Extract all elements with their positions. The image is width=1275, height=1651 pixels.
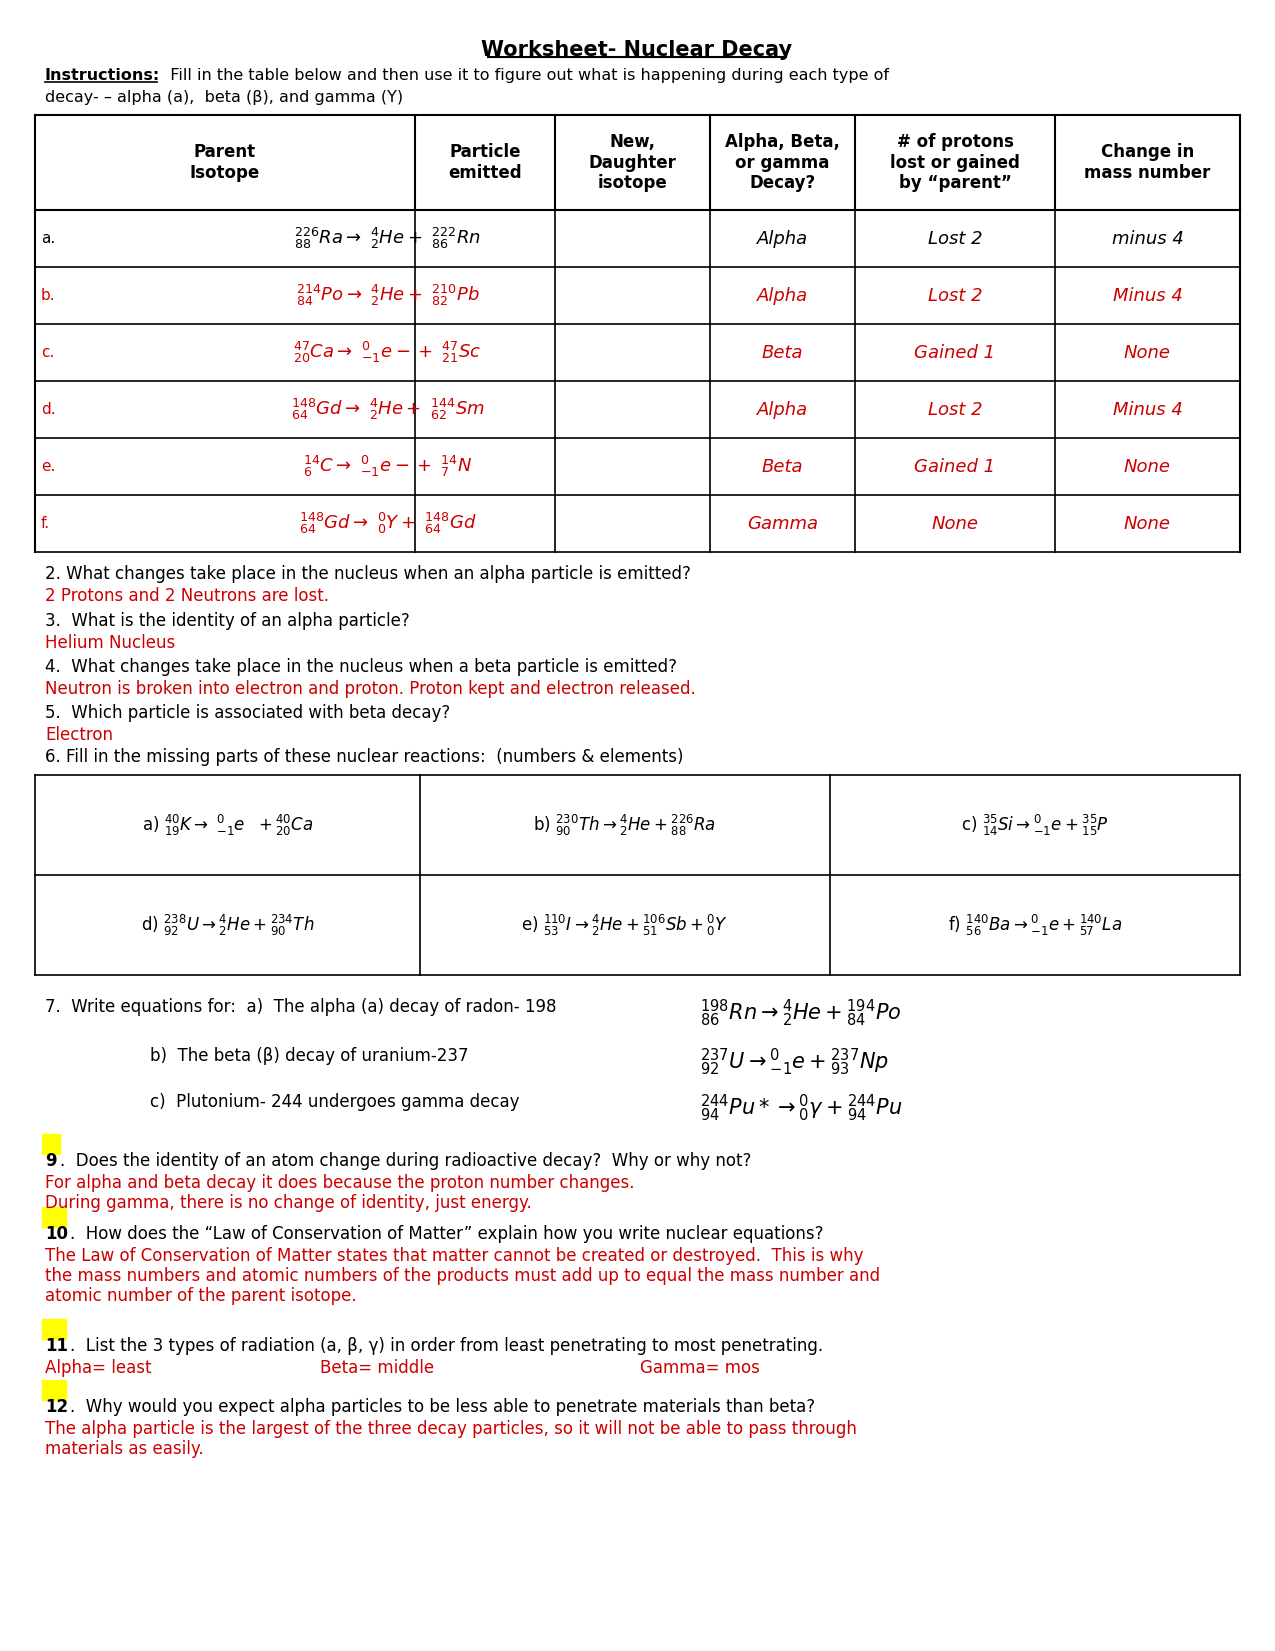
Text: b.: b. [41,287,56,304]
Text: For alpha and beta decay it does because the proton number changes.: For alpha and beta decay it does because… [45,1174,635,1192]
Text: Beta= middle: Beta= middle [320,1359,434,1377]
Text: e.: e. [41,459,55,474]
Text: 7.  Write equations for:  a)  The alpha (a) decay of radon- 198: 7. Write equations for: a) The alpha (a)… [45,997,556,1015]
Text: Beta: Beta [761,457,803,475]
Text: c) $^{35}_{14}Si \rightarrow ^{0}_{-1}e + ^{35}_{15}P$: c) $^{35}_{14}Si \rightarrow ^{0}_{-1}e … [961,812,1109,837]
Text: 4.  What changes take place in the nucleus when a beta particle is emitted?: 4. What changes take place in the nucleu… [45,659,677,675]
Text: 5.  Which particle is associated with beta decay?: 5. Which particle is associated with bet… [45,703,450,721]
Text: .  Does the identity of an atom change during radioactive decay?  Why or why not: . Does the identity of an atom change du… [60,1152,751,1171]
Text: Lost 2: Lost 2 [928,229,982,248]
Text: Gained 1: Gained 1 [914,457,996,475]
Text: 10: 10 [45,1225,68,1243]
Text: $^{226}_{88}Ra \rightarrow\ ^{4}_{2}He +\ ^{222}_{86}Rn$: $^{226}_{88}Ra \rightarrow\ ^{4}_{2}He +… [295,226,481,251]
Text: $^{148}_{64}Gd \rightarrow\ ^{0}_{0}Y +\ ^{148}_{64}Gd$: $^{148}_{64}Gd \rightarrow\ ^{0}_{0}Y +\… [298,510,477,537]
Text: Worksheet- Nuclear Decay: Worksheet- Nuclear Decay [482,40,793,59]
Bar [42,1380,66,1400]
Text: 3.  What is the identity of an alpha particle?: 3. What is the identity of an alpha part… [45,613,409,631]
Text: Gained 1: Gained 1 [914,343,996,362]
Text: Electron: Electron [45,726,113,745]
Bar [42,1319,66,1339]
Text: materials as easily.: materials as easily. [45,1440,204,1458]
Text: Lost 2: Lost 2 [928,401,982,418]
Text: None: None [932,515,978,533]
Text: d) $^{238}_{92}U \rightarrow ^{4}_{2}He +^{234}_{90}Th$: d) $^{238}_{92}U \rightarrow ^{4}_{2}He … [140,913,314,938]
Text: .  How does the “Law of Conservation of Matter” explain how you write nuclear eq: . How does the “Law of Conservation of M… [70,1225,824,1243]
Text: Beta: Beta [761,343,803,362]
Text: d.: d. [41,401,56,418]
Text: 11: 11 [45,1337,68,1355]
Text: $^{244}_{94}Pu* \rightarrow ^{0}_{0}\gamma +^{244}_{94}Pu$: $^{244}_{94}Pu* \rightarrow ^{0}_{0}\gam… [700,1093,903,1124]
Text: None: None [1125,515,1170,533]
Text: f) $^{140}_{56}Ba \rightarrow ^{0}_{-1}e+^{140}_{57}La$: f) $^{140}_{56}Ba \rightarrow ^{0}_{-1}e… [947,913,1122,938]
Text: decay- – alpha (a),  beta (β), and gamma (Y): decay- – alpha (a), beta (β), and gamma … [45,91,403,106]
Text: the mass numbers and atomic numbers of the products must add up to equal the mas: the mass numbers and atomic numbers of t… [45,1266,880,1284]
Text: # of protons
lost or gained
by “parent”: # of protons lost or gained by “parent” [890,132,1020,192]
Text: minus 4: minus 4 [1112,229,1183,248]
Text: 2 Protons and 2 Neutrons are lost.: 2 Protons and 2 Neutrons are lost. [45,588,329,604]
Bar [42,1134,60,1154]
Text: None: None [1125,343,1170,362]
Text: a) $^{40}_{19}K \rightarrow\ ^{0}_{-1}e\ \ +^{40}_{20}Ca$: a) $^{40}_{19}K \rightarrow\ ^{0}_{-1}e\… [142,812,314,837]
Text: Gamma: Gamma [747,515,819,533]
Text: Parent
Isotope: Parent Isotope [190,144,260,182]
Text: 6. Fill in the missing parts of these nuclear reactions:  (numbers & elements): 6. Fill in the missing parts of these nu… [45,748,683,766]
Text: 9: 9 [45,1152,56,1171]
Text: a.: a. [41,231,55,246]
Text: $^{198}_{86}Rn \rightarrow ^{4}_{2}He +^{194}_{84}Po$: $^{198}_{86}Rn \rightarrow ^{4}_{2}He +^… [700,997,901,1029]
Text: e) $^{110}_{53}I \rightarrow ^{4}_{2}He+^{106}_{51}Sb+^{0}_{0}Y$: e) $^{110}_{53}I \rightarrow ^{4}_{2}He+… [521,913,728,938]
Text: Neutron is broken into electron and proton. Proton kept and electron released.: Neutron is broken into electron and prot… [45,680,696,698]
Text: Particle
emitted: Particle emitted [449,144,521,182]
Text: .  Why would you expect alpha particles to be less able to penetrate materials t: . Why would you expect alpha particles t… [70,1398,815,1417]
Text: Change in
mass number: Change in mass number [1084,144,1211,182]
Text: During gamma, there is no change of identity, just energy.: During gamma, there is no change of iden… [45,1194,532,1212]
Text: Alpha: Alpha [757,287,808,304]
Text: New,
Daughter
isotope: New, Daughter isotope [589,132,677,192]
Text: Lost 2: Lost 2 [928,287,982,304]
Text: b) $^{230}_{90}Th \rightarrow ^{4}_{2}He+^{226}_{88}Ra$: b) $^{230}_{90}Th \rightarrow ^{4}_{2}He… [533,812,717,837]
Text: None: None [1125,457,1170,475]
Bar [42,1207,66,1227]
Text: c)  Plutonium- 244 undergoes gamma decay: c) Plutonium- 244 undergoes gamma decay [150,1093,519,1111]
Text: $^{237}_{92}U \rightarrow ^{0}_{-1}e+^{237}_{93}Np$: $^{237}_{92}U \rightarrow ^{0}_{-1}e+^{2… [700,1047,889,1078]
Text: c.: c. [41,345,55,360]
Text: Instructions:: Instructions: [45,68,161,83]
Text: Gamma= mos: Gamma= mos [640,1359,760,1377]
Text: b)  The beta (β) decay of uranium-237: b) The beta (β) decay of uranium-237 [150,1047,468,1065]
Text: Minus 4: Minus 4 [1113,287,1182,304]
Text: Alpha, Beta,
or gamma
Decay?: Alpha, Beta, or gamma Decay? [725,132,840,192]
Text: Minus 4: Minus 4 [1113,401,1182,418]
Text: The Law of Conservation of Matter states that matter cannot be created or destro: The Law of Conservation of Matter states… [45,1247,863,1265]
Text: Fill in the table below and then use it to figure out what is happening during e: Fill in the table below and then use it … [159,68,889,83]
Text: atomic number of the parent isotope.: atomic number of the parent isotope. [45,1288,357,1304]
Text: 2. What changes take place in the nucleus when an alpha particle is emitted?: 2. What changes take place in the nucleu… [45,565,691,583]
Text: Alpha: Alpha [757,229,808,248]
Text: f.: f. [41,517,50,532]
Text: .  List the 3 types of radiation (a, β, γ) in order from least penetrating to mo: . List the 3 types of radiation (a, β, γ… [70,1337,824,1355]
Text: 12: 12 [45,1398,68,1417]
Text: The alpha particle is the largest of the three decay particles, so it will not b: The alpha particle is the largest of the… [45,1420,857,1438]
Text: $^{148}_{64}Gd \rightarrow\ ^{4}_{2}He +\ ^{144}_{62}Sm$: $^{148}_{64}Gd \rightarrow\ ^{4}_{2}He +… [291,396,484,423]
Text: Alpha: Alpha [757,401,808,418]
Text: $^{14}_{6}C \rightarrow\ ^{0}_{-1}e- +\ ^{14}_{7}N$: $^{14}_{6}C \rightarrow\ ^{0}_{-1}e- +\ … [303,454,472,479]
Text: $^{214}_{84}Po \rightarrow\ ^{4}_{2}He +\ ^{210}_{82}Pb$: $^{214}_{84}Po \rightarrow\ ^{4}_{2}He +… [296,282,479,309]
Text: Alpha= least: Alpha= least [45,1359,152,1377]
Text: $^{47}_{20}Ca \rightarrow\ ^{0}_{-1}e- +\ ^{47}_{21}Sc$: $^{47}_{20}Ca \rightarrow\ ^{0}_{-1}e- +… [293,340,482,365]
Text: Helium Nucleus: Helium Nucleus [45,634,175,652]
